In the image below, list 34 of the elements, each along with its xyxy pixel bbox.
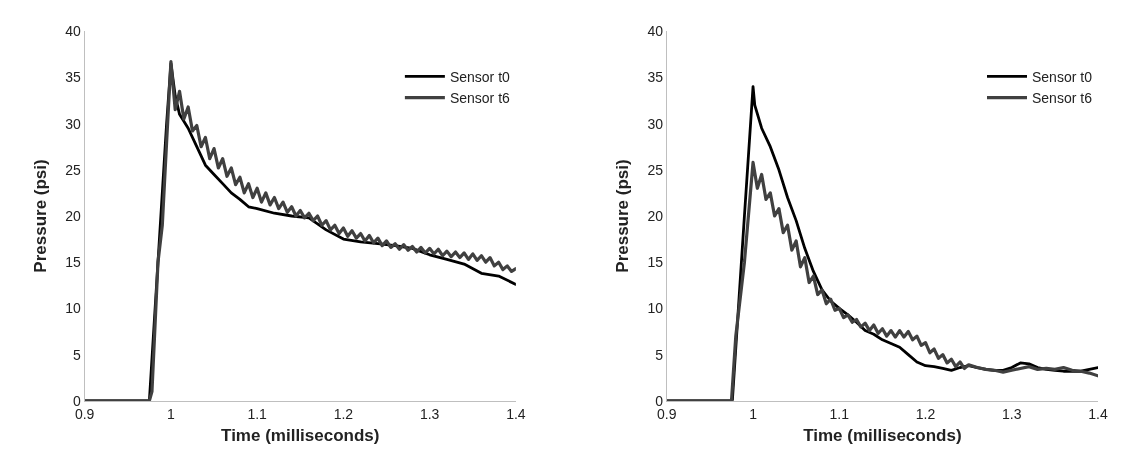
y-axis-title: Pressure (psi): [612, 159, 632, 273]
x-tick-label: 1: [749, 405, 758, 422]
x-tick-label: 1: [167, 405, 176, 422]
y-tick-label: 25: [65, 161, 82, 178]
y-tick-label: 25: [647, 161, 664, 178]
legend-label: Sensor t6: [1032, 90, 1093, 107]
y-tick-label: 40: [65, 23, 82, 40]
y-tick-label: 10: [65, 300, 82, 317]
y-tick-label: 15: [65, 254, 82, 271]
y-tick-label: 20: [647, 207, 664, 224]
x-tick-label: 1.3: [1002, 405, 1022, 422]
x-tick-label: 1.1: [829, 405, 850, 422]
y-tick-label: 30: [65, 115, 82, 132]
x-tick-label: 1.2: [915, 405, 936, 422]
legend-label: Sensor t6: [449, 90, 511, 107]
x-tick-label: 1.4: [1088, 405, 1108, 422]
x-tick-label: 1.3: [419, 405, 440, 422]
legend-label: Sensor t0: [449, 68, 511, 85]
legend-label: Sensor t0: [1032, 68, 1093, 85]
y-tick-label: 30: [647, 115, 664, 132]
x-tick-label: 1.2: [333, 405, 354, 422]
y-tick-label: 10: [647, 300, 664, 317]
y-tick-label: 15: [647, 254, 664, 271]
y-tick-label: 40: [647, 23, 664, 40]
y-tick-label: 35: [647, 69, 664, 86]
x-tick-label: 1.1: [247, 405, 268, 422]
y-axis-title: Pressure (psi): [30, 159, 50, 273]
x-tick-label: 1.4: [506, 405, 526, 422]
y-tick-label: 5: [655, 346, 664, 363]
x-axis-title: Time (milliseconds): [221, 426, 380, 445]
y-tick-label: 20: [65, 207, 82, 224]
x-axis-title: Time (milliseconds): [803, 426, 962, 445]
y-tick-label: 5: [73, 346, 82, 363]
y-tick-label: 35: [65, 69, 82, 86]
